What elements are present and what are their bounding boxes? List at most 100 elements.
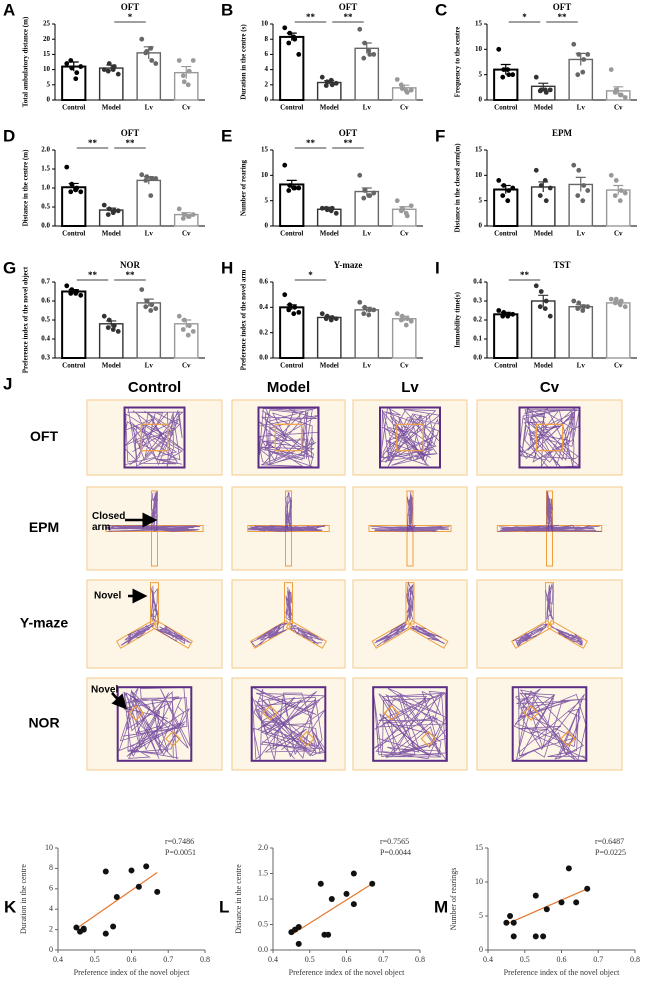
y-axis-label: Duration in the centre (s): [240, 24, 248, 100]
panel-letter: B: [221, 0, 233, 19]
data-point: [571, 162, 577, 168]
data-point: [328, 317, 334, 323]
bar: [279, 183, 305, 228]
data-point: [361, 311, 367, 317]
y-tick-label: 0: [49, 945, 53, 954]
data-point: [323, 83, 329, 88]
data-point: [154, 888, 161, 895]
row-label: NOR: [28, 715, 59, 731]
x-tick-label: Lv: [363, 230, 372, 238]
x-tick-label: 0.4: [53, 955, 63, 964]
x-tick-label: Model: [320, 104, 339, 112]
data-point: [362, 304, 368, 310]
row-label: OFT: [30, 428, 58, 444]
data-point: [496, 308, 502, 313]
data-point: [78, 64, 84, 69]
data-point: [115, 71, 121, 77]
data-point: [328, 77, 334, 83]
x-tick-label: Cv: [614, 104, 623, 112]
y-tick-label: 8: [265, 35, 269, 43]
data-point: [505, 67, 511, 72]
x-tick-label: Cv: [400, 104, 409, 112]
object-zone: [164, 730, 181, 747]
data-point: [547, 313, 553, 319]
data-point: [575, 193, 581, 199]
data-point: [543, 906, 550, 913]
data-point: [181, 317, 187, 323]
data-point: [408, 203, 414, 209]
y-tick-label: 0.4: [41, 335, 50, 343]
data-point: [110, 67, 116, 72]
data-point: [69, 287, 75, 292]
data-point: [139, 172, 145, 178]
data-point: [148, 308, 154, 313]
data-point: [185, 214, 191, 219]
x-tick-label: 0.4: [483, 955, 493, 964]
track: [151, 491, 158, 532]
data-point: [106, 61, 112, 66]
x-tick-label: Model: [534, 104, 553, 112]
track: [378, 406, 441, 467]
y-tick-label: 0: [265, 96, 269, 104]
x-tick-label: Lv: [577, 230, 586, 238]
data-point: [287, 30, 293, 36]
y-tick-label: 10: [45, 843, 53, 852]
significance-label: *: [128, 12, 133, 22]
data-point: [538, 183, 544, 188]
y-tick-label: 15: [43, 50, 51, 58]
track: [385, 423, 436, 462]
data-point: [398, 317, 404, 323]
annotation: r=0.6487: [595, 837, 624, 846]
data-point: [73, 291, 79, 296]
data-point: [73, 924, 80, 931]
y-tick-label: 20: [43, 35, 51, 43]
x-tick-label: Lv: [145, 104, 154, 112]
data-point: [510, 933, 517, 940]
panel-letter: L: [219, 897, 229, 916]
y-axis-label: Distance in the centre (m): [22, 149, 30, 227]
x-tick-label: Cv: [182, 362, 191, 370]
x-tick-label: Model: [320, 230, 339, 238]
data-point: [543, 198, 549, 204]
data-point: [571, 41, 577, 47]
data-point: [101, 67, 107, 72]
y-tick-label: 0.6: [259, 278, 268, 286]
panel-letter: J: [3, 374, 12, 393]
data-point: [501, 310, 507, 315]
y-tick-label: 0.0: [258, 945, 268, 954]
data-point: [319, 74, 325, 80]
track: [406, 491, 413, 533]
y-tick-label: 10: [261, 20, 269, 28]
data-point: [575, 72, 581, 78]
data-point: [362, 188, 368, 193]
x-tick-label: Lv: [577, 362, 586, 370]
data-point: [185, 82, 191, 88]
data-point: [575, 306, 581, 311]
x-tick-label: Lv: [145, 362, 154, 370]
panel-letter: A: [3, 0, 15, 19]
data-point: [292, 304, 298, 310]
data-point: [148, 45, 154, 51]
y-tick-label: 0.4: [473, 278, 482, 286]
data-point: [399, 313, 405, 319]
data-point: [73, 76, 79, 82]
y-tick-label: 15: [475, 843, 483, 852]
x-tick-label: 0.7: [593, 955, 603, 964]
track: [378, 690, 442, 756]
track: [124, 692, 186, 757]
x-tick-label: Cv: [614, 230, 623, 238]
data-point: [111, 323, 117, 329]
data-point: [404, 316, 410, 322]
x-tick-label: Model: [102, 230, 121, 238]
data-point: [573, 899, 580, 906]
arrow: [111, 692, 128, 710]
data-point: [617, 198, 623, 204]
x-axis-label: Preference index of the novel object: [504, 968, 621, 977]
data-point: [296, 185, 302, 191]
bar: [279, 35, 305, 101]
x-tick-label: 0.8: [200, 955, 210, 964]
data-point: [295, 924, 302, 931]
y-tick-label: 8: [49, 863, 53, 872]
track: [264, 412, 313, 457]
bar: [173, 323, 199, 359]
